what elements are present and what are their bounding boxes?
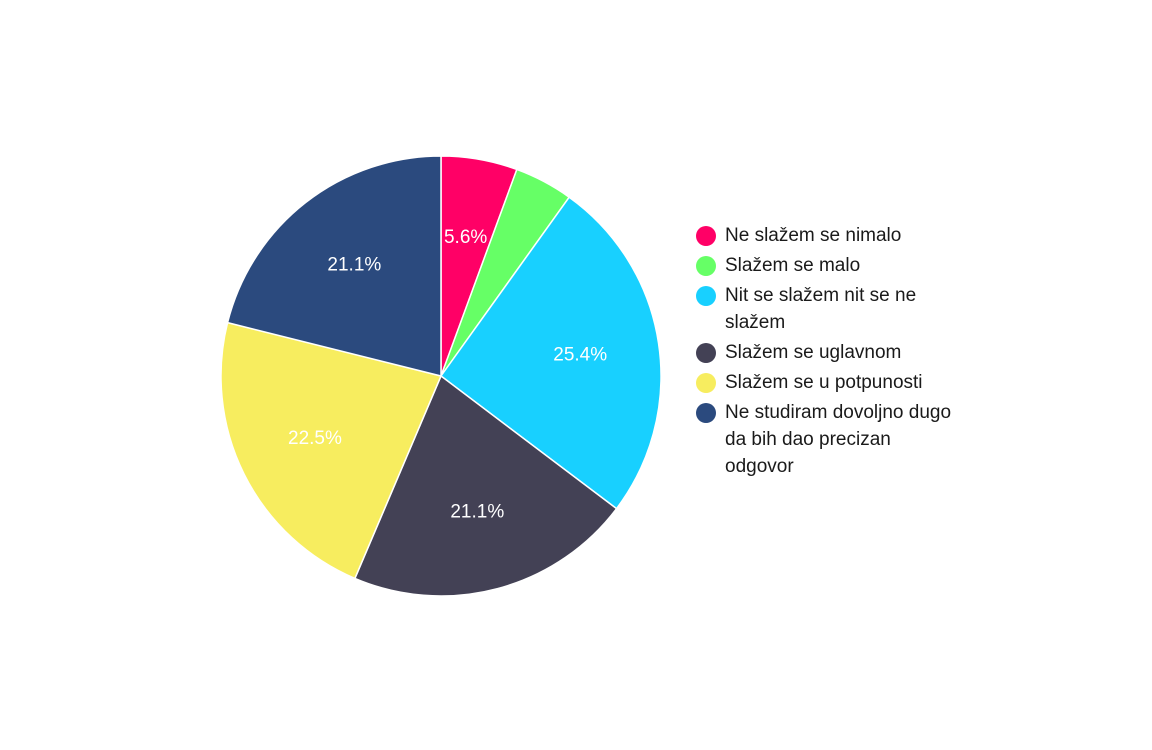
- legend-item-5: Slažem se u potpunosti: [696, 372, 956, 396]
- legend-marker: [696, 373, 716, 393]
- data-label-4: 21.1%: [450, 502, 504, 523]
- pie-slice-4: [353, 374, 618, 597]
- legend-item-6: Ne studiram dovoljno dugo da bih dao pre…: [696, 402, 956, 480]
- legend-marker: [696, 343, 716, 363]
- legend-label: Slažem se malo: [725, 255, 861, 276]
- legend-item-4: Slažem se uglavnom: [696, 342, 956, 366]
- data-label-6: 21.1%: [327, 255, 381, 276]
- data-label-3: 25.4%: [553, 344, 607, 365]
- legend-label: Ne studiram dovoljno dugo da bih dao pre…: [725, 402, 952, 477]
- legend-label: Slažem se uglavnom: [725, 342, 902, 363]
- data-label-1: 5.6%: [444, 227, 487, 248]
- legend-marker: [696, 226, 716, 246]
- pie-slice-5: [220, 321, 443, 580]
- legend-marker: [696, 286, 716, 306]
- legend-label: Ne slažem se nimalo: [725, 225, 902, 246]
- legend-label: Slažem se u potpunosti: [725, 372, 923, 393]
- legend-label: Nit se slažem nit se ne slažem: [725, 285, 917, 333]
- legend-marker: [696, 256, 716, 276]
- legend-item-1: Ne slažem se nimalo: [696, 225, 956, 249]
- legend-marker: [696, 403, 716, 423]
- pie-slice-6: [226, 155, 442, 377]
- legend-item-2: Slažem se malo: [696, 255, 956, 279]
- pie-slice-3: [439, 196, 662, 510]
- legend-item-3: Nit se slažem nit se ne slažem: [696, 285, 956, 336]
- data-label-5: 22.5%: [288, 428, 342, 449]
- legend: Ne slažem se nimalo Slažem se malo Nit se …: [696, 225, 956, 486]
